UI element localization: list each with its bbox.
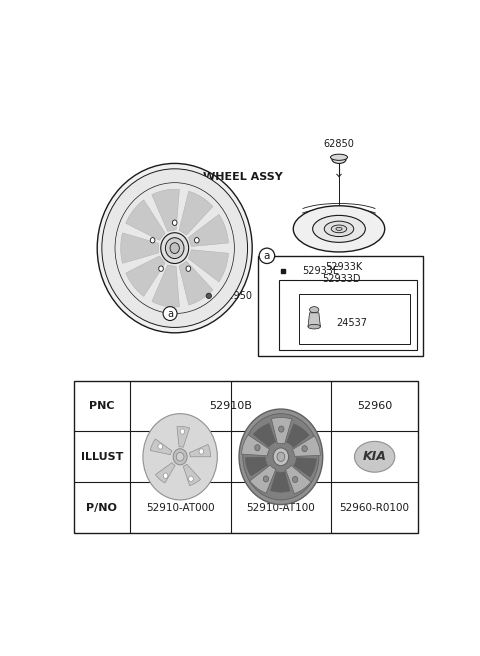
Ellipse shape [102, 169, 248, 327]
Wedge shape [271, 417, 292, 444]
Polygon shape [126, 256, 165, 297]
Ellipse shape [312, 215, 365, 242]
Text: 52910-AT000: 52910-AT000 [146, 502, 215, 512]
Polygon shape [308, 313, 321, 327]
Polygon shape [179, 191, 213, 235]
Bar [74, 380, 418, 533]
Text: 62850: 62850 [324, 139, 354, 149]
Polygon shape [179, 261, 213, 305]
Polygon shape [120, 233, 158, 263]
Wedge shape [150, 439, 172, 455]
Text: 52960-R0100: 52960-R0100 [340, 502, 409, 512]
Ellipse shape [263, 476, 269, 482]
Wedge shape [183, 464, 201, 485]
Ellipse shape [324, 221, 354, 237]
Ellipse shape [273, 448, 288, 466]
Ellipse shape [336, 228, 342, 230]
Ellipse shape [166, 237, 184, 258]
Ellipse shape [150, 237, 155, 243]
Ellipse shape [163, 473, 168, 478]
Circle shape [259, 248, 275, 264]
Ellipse shape [194, 237, 199, 243]
Ellipse shape [293, 206, 385, 252]
Text: KIA: KIA [363, 450, 386, 463]
Ellipse shape [143, 414, 217, 500]
Text: 52910B: 52910B [209, 401, 252, 411]
Text: PNC: PNC [89, 401, 115, 411]
Text: 52960: 52960 [357, 401, 392, 411]
Ellipse shape [173, 449, 187, 465]
Ellipse shape [277, 452, 285, 461]
Wedge shape [253, 423, 276, 447]
Ellipse shape [239, 409, 323, 504]
Ellipse shape [330, 154, 348, 160]
Ellipse shape [331, 225, 347, 233]
Ellipse shape [199, 449, 204, 454]
Ellipse shape [332, 155, 346, 163]
Ellipse shape [186, 266, 191, 272]
Bar [258, 256, 423, 356]
Text: P/NO: P/NO [86, 502, 117, 512]
Wedge shape [245, 457, 268, 476]
Wedge shape [287, 424, 309, 447]
Bar [299, 295, 410, 344]
Ellipse shape [243, 414, 319, 500]
Text: 52950: 52950 [221, 291, 252, 301]
Wedge shape [292, 436, 320, 457]
Wedge shape [294, 458, 316, 477]
Text: 24537: 24537 [336, 318, 367, 328]
Polygon shape [126, 200, 165, 240]
Text: 52910-AT100: 52910-AT100 [247, 502, 315, 512]
Ellipse shape [159, 266, 163, 272]
Polygon shape [152, 265, 180, 307]
Polygon shape [189, 215, 228, 247]
Wedge shape [270, 472, 290, 492]
Circle shape [206, 293, 212, 298]
Ellipse shape [176, 453, 184, 461]
Ellipse shape [172, 220, 177, 226]
Text: WHEEL ASSY: WHEEL ASSY [204, 173, 283, 182]
Wedge shape [241, 435, 270, 456]
Ellipse shape [97, 163, 252, 333]
Ellipse shape [355, 441, 395, 472]
Wedge shape [189, 445, 211, 457]
Text: a: a [264, 251, 270, 261]
Wedge shape [177, 426, 190, 447]
Ellipse shape [310, 306, 319, 313]
Ellipse shape [278, 426, 284, 432]
Wedge shape [286, 466, 311, 494]
Text: a: a [167, 308, 173, 319]
Ellipse shape [170, 243, 180, 253]
Ellipse shape [302, 445, 307, 452]
Ellipse shape [180, 429, 185, 434]
Text: 52933E: 52933E [302, 266, 339, 276]
Ellipse shape [161, 233, 189, 264]
Ellipse shape [189, 476, 193, 482]
Text: ILLUST: ILLUST [81, 452, 123, 462]
Ellipse shape [308, 324, 321, 329]
Wedge shape [156, 462, 175, 483]
Polygon shape [189, 250, 228, 282]
Bar [279, 281, 417, 350]
Ellipse shape [255, 445, 260, 451]
Ellipse shape [292, 476, 298, 483]
Text: 52933D: 52933D [322, 274, 360, 284]
Circle shape [163, 306, 177, 321]
Wedge shape [250, 465, 276, 493]
Polygon shape [152, 189, 180, 232]
Text: 52933K: 52933K [325, 262, 363, 272]
Ellipse shape [158, 443, 163, 449]
